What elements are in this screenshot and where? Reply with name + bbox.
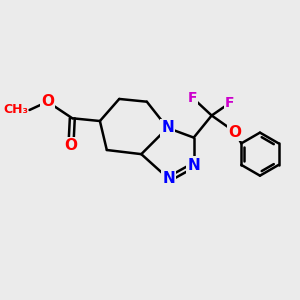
Text: O: O (41, 94, 54, 109)
Text: N: N (163, 172, 175, 187)
Text: CH₃: CH₃ (3, 103, 28, 116)
Text: F: F (225, 96, 234, 110)
Text: O: O (229, 124, 242, 140)
Text: O: O (64, 138, 77, 153)
Text: F: F (188, 91, 197, 105)
Text: N: N (161, 120, 174, 135)
Text: N: N (188, 158, 200, 173)
